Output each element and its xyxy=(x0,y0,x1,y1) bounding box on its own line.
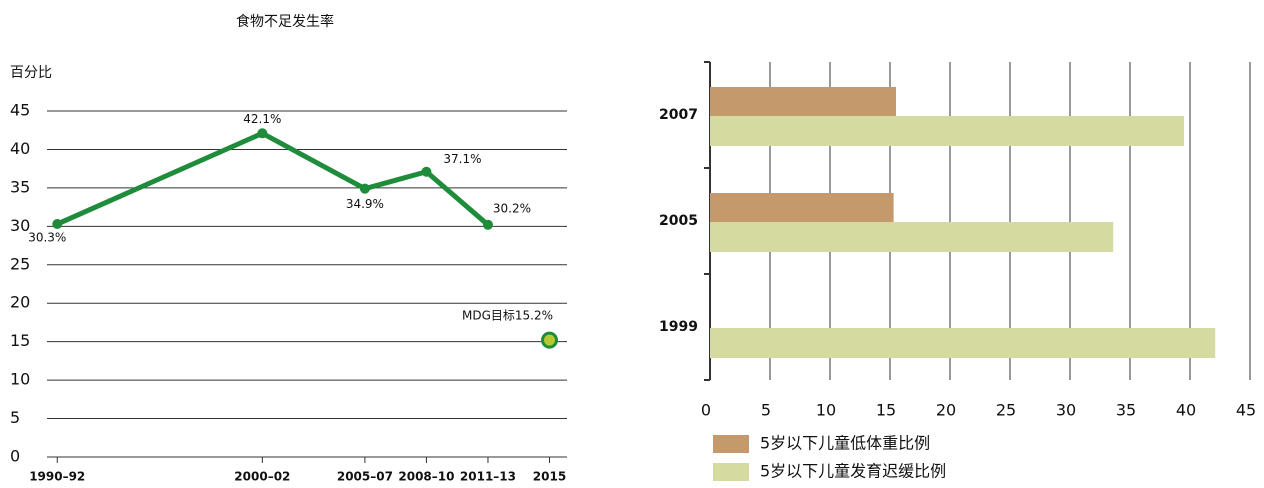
x-tick-label: 0 xyxy=(701,401,711,420)
point xyxy=(359,183,370,194)
value-label: 30.2% xyxy=(493,201,531,215)
value-label: 30.3% xyxy=(28,231,66,245)
line xyxy=(56,130,490,227)
bar xyxy=(710,222,1114,252)
x-tick-label: 2015 xyxy=(533,470,566,484)
y-tick-label: 40 xyxy=(10,139,30,158)
y-axis-label: 百分比 xyxy=(10,65,52,81)
point xyxy=(257,128,268,139)
legend-swatch xyxy=(713,435,749,453)
x-tick-label: 1990–92 xyxy=(29,470,85,484)
value-label: 42.1% xyxy=(243,112,281,126)
bar xyxy=(710,87,896,117)
legend-swatch xyxy=(713,463,749,481)
chart-title: 食物不足发生率 xyxy=(236,13,334,30)
y-tick-label: 45 xyxy=(10,101,30,120)
x-tick-label: 35 xyxy=(1116,401,1136,420)
y-tick-label: 25 xyxy=(10,254,30,273)
y-tick-label: 0 xyxy=(10,447,20,466)
point xyxy=(52,219,63,230)
target-label: MDG目标15.2% xyxy=(462,309,553,323)
bar xyxy=(710,328,1216,358)
y-tick-label: 35 xyxy=(10,177,30,196)
value-label: 37.1% xyxy=(443,152,481,166)
y-tick-label: 5 xyxy=(10,408,20,427)
x-tick-label: 30 xyxy=(1056,401,1076,420)
y-tick-label: 20 xyxy=(10,293,30,312)
y-tick-label: 1999 xyxy=(659,319,698,335)
y-tick-label: 10 xyxy=(10,370,30,389)
point xyxy=(482,219,493,230)
x-tick-label: 20 xyxy=(936,401,956,420)
bar xyxy=(710,116,1184,146)
x-tick-label: 10 xyxy=(816,401,836,420)
target-point xyxy=(540,331,558,349)
bar xyxy=(710,193,894,223)
x-tick-label: 2011–13 xyxy=(460,470,516,484)
x-tick-label: 45 xyxy=(1236,401,1256,420)
x-tick-label: 40 xyxy=(1176,401,1196,420)
x-tick-label: 2000–02 xyxy=(234,470,290,484)
y-tick-label: 2007 xyxy=(659,107,698,123)
x-tick-label: 2008–10 xyxy=(398,470,454,484)
y-tick-label: 2005 xyxy=(659,213,698,229)
point xyxy=(421,166,432,177)
x-tick-label: 2005–07 xyxy=(337,470,393,484)
x-tick-label: 5 xyxy=(761,401,771,420)
x-tick-label: 15 xyxy=(876,401,896,420)
x-tick-label: 25 xyxy=(996,401,1016,420)
legend-label: 5岁以下儿童低体重比例 xyxy=(760,434,930,453)
y-tick-label: 15 xyxy=(10,331,30,350)
y-tick-label: 30 xyxy=(10,216,30,235)
value-label: 34.9% xyxy=(346,197,384,211)
legend-label: 5岁以下儿童发育迟缓比例 xyxy=(760,462,946,481)
